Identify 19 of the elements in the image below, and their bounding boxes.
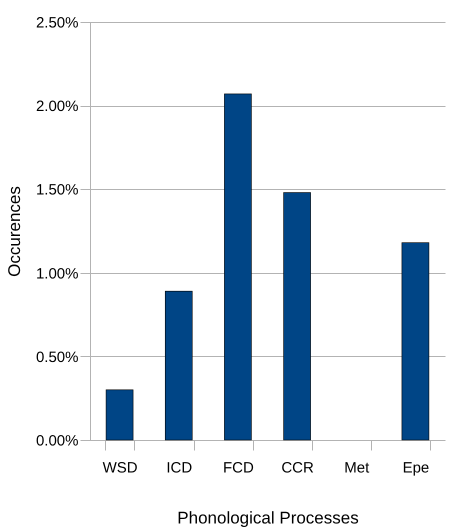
bar: [283, 192, 311, 440]
bar: [224, 94, 252, 440]
x-tick-label: WSD: [102, 460, 138, 476]
bar: [164, 290, 193, 440]
x-axis-title: Phonological Processes: [177, 508, 359, 528]
x-tick-label: CCR: [281, 460, 314, 476]
y-tick-label: 0.00%: [36, 432, 78, 450]
y-tick-label: 2.00%: [36, 98, 78, 116]
bar: [106, 390, 134, 440]
y-tick-label: 1.00%: [36, 265, 78, 282]
y-tick-label: 2.50%: [36, 14, 78, 32]
y-axis-title: Occurences: [4, 186, 24, 277]
x-tick-label: Met: [344, 460, 370, 476]
x-tick-label: Epe: [402, 460, 430, 476]
bar: [402, 242, 430, 440]
y-tick-label: 1.50%: [36, 182, 78, 199]
x-tick-label: ICD: [166, 460, 192, 476]
x-tick-label: FCD: [223, 460, 254, 476]
y-tick-label: 0.50%: [36, 348, 78, 366]
